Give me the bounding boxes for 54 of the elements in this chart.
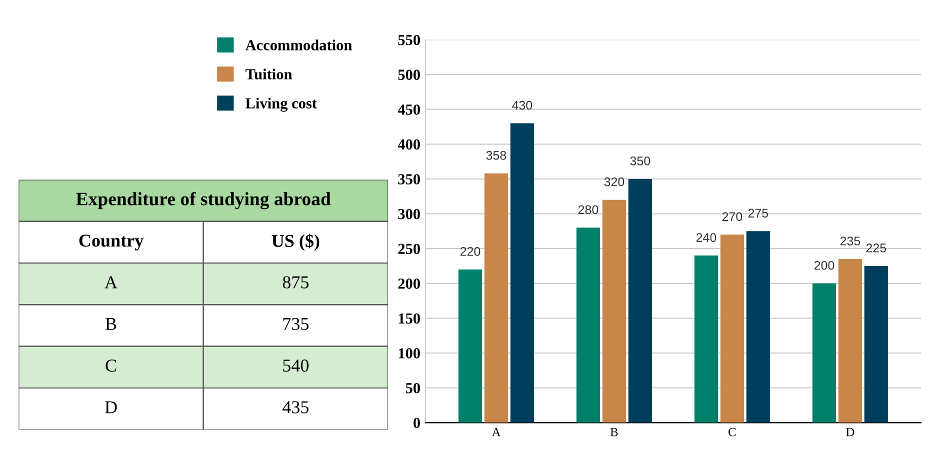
data-label: 235 xyxy=(840,236,860,246)
x-tick-label: B xyxy=(610,428,618,436)
legend-label: Accommodation xyxy=(245,40,352,50)
data-label: 220 xyxy=(460,247,480,256)
data-label: 735 xyxy=(283,318,309,330)
y-tick-label: 500 xyxy=(398,70,420,80)
bar xyxy=(484,173,508,423)
text: Expenditure of studying abroad xyxy=(76,192,331,210)
bar xyxy=(838,259,862,423)
bar xyxy=(812,283,836,423)
data-label: 225 xyxy=(866,244,886,252)
data-label: 200 xyxy=(814,260,834,270)
bar xyxy=(576,228,600,423)
bar xyxy=(510,123,534,423)
bar xyxy=(746,231,770,423)
y-tick-label: 450 xyxy=(398,104,420,115)
y-tick-label: 0 xyxy=(414,418,420,428)
category-label: A xyxy=(104,276,118,288)
y-tick-label: 50 xyxy=(406,382,420,394)
bar xyxy=(628,178,652,423)
x-tick-label: D xyxy=(846,428,854,436)
category-label: B xyxy=(106,318,116,330)
text: US ($) xyxy=(272,234,320,251)
bar xyxy=(458,269,482,423)
legend-label: Living cost xyxy=(246,98,317,112)
y-tick-label: 400 xyxy=(398,139,420,150)
bar xyxy=(720,234,744,423)
data-label: 280 xyxy=(578,205,598,214)
data-label: 435 xyxy=(282,401,309,414)
y-tick-label: 250 xyxy=(398,244,420,254)
category-label: D xyxy=(105,401,117,414)
legend-label: Tuition xyxy=(246,68,292,80)
x-tick-label: C xyxy=(728,428,736,436)
category-label: C xyxy=(106,360,116,372)
y-tick-label: 550 xyxy=(398,34,420,46)
y-tick-label: 300 xyxy=(398,208,420,220)
data-label: 540 xyxy=(283,360,309,372)
data-label: 350 xyxy=(630,156,650,166)
data-label: 240 xyxy=(696,233,716,242)
data-label: 320 xyxy=(604,177,624,186)
data-label: 270 xyxy=(722,212,742,222)
y-tick-label: 350 xyxy=(398,174,420,184)
bar xyxy=(694,256,718,423)
data-label: 875 xyxy=(282,276,309,288)
bar xyxy=(864,266,888,423)
x-tick-label: A xyxy=(492,428,501,436)
bar xyxy=(602,200,626,423)
text: Country xyxy=(79,234,144,250)
data-label: 275 xyxy=(748,208,768,218)
y-tick-label: 150 xyxy=(398,313,420,324)
data-label: 430 xyxy=(512,100,532,110)
y-tick-label: 100 xyxy=(398,348,420,358)
data-label: 358 xyxy=(486,150,506,160)
y-tick-label: 200 xyxy=(398,278,420,289)
